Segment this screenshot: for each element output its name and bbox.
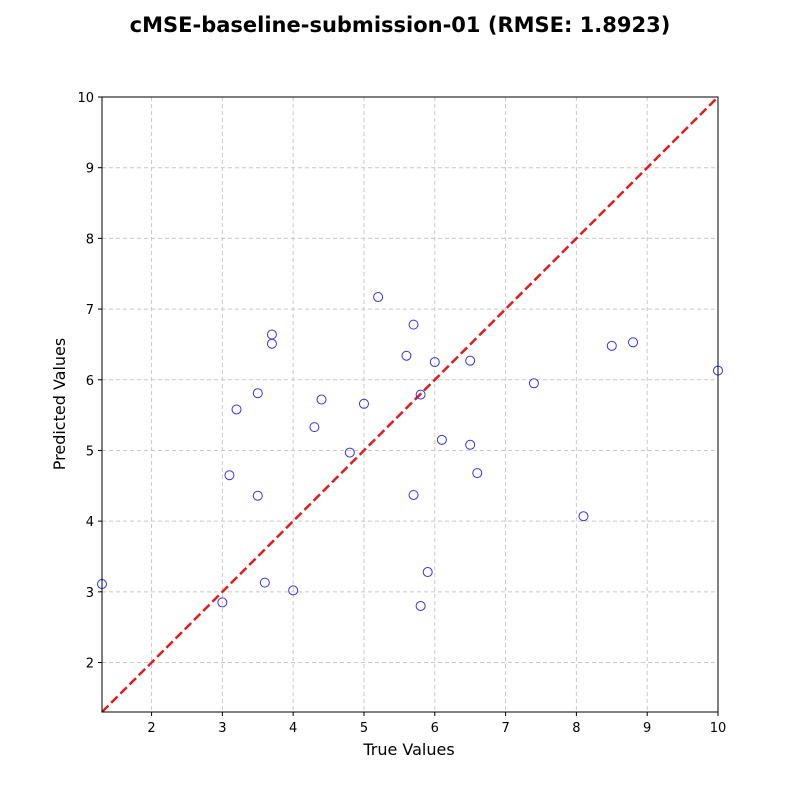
- data-point: [316, 394, 327, 405]
- x-tick-label: 3: [218, 721, 226, 736]
- data-point: [408, 319, 419, 330]
- data-point: [415, 600, 426, 611]
- x-tick-label: 2: [147, 721, 155, 736]
- y-tick-label: 6: [86, 374, 94, 389]
- data-point: [465, 439, 476, 450]
- y-tick-label: 4: [86, 515, 94, 530]
- y-tick-label: 9: [86, 162, 94, 177]
- data-point: [606, 340, 617, 351]
- x-tick-label: 8: [572, 721, 580, 736]
- y-tick-label: 8: [86, 232, 94, 247]
- y-axis-label: Predicted Values: [50, 338, 69, 470]
- data-point: [528, 378, 539, 389]
- data-point: [401, 350, 412, 361]
- x-tick-label: 6: [431, 721, 439, 736]
- y-tick-label: 3: [86, 586, 94, 601]
- x-tick-label: 9: [643, 721, 651, 736]
- data-point: [415, 389, 426, 400]
- data-point: [472, 468, 483, 479]
- data-point: [217, 597, 228, 608]
- plot-frame: [101, 96, 719, 713]
- y-tick-label: 10: [77, 91, 94, 106]
- data-point: [465, 355, 476, 366]
- data-point: [266, 338, 277, 349]
- x-axis-ticks: 2 3 4 5 6 7 8 9 10: [147, 712, 726, 736]
- data-point: [252, 388, 263, 399]
- data-point: [252, 490, 263, 501]
- y-tick-label: 5: [86, 444, 94, 459]
- x-tick-label: 7: [501, 721, 509, 736]
- data-point: [309, 422, 320, 433]
- data-point: [436, 434, 447, 445]
- x-tick-label: 5: [360, 721, 368, 736]
- y-axis-ticks: 2 3 4 5 6 7 8 9 10: [77, 91, 102, 672]
- data-point: [224, 470, 235, 481]
- x-tick-label: 10: [710, 721, 727, 736]
- data-point: [628, 337, 639, 348]
- data-point: [259, 577, 270, 588]
- x-tick-label: 4: [289, 721, 297, 736]
- data-point: [358, 398, 369, 409]
- data-point: [288, 585, 299, 596]
- identity-reference-line: [101, 96, 719, 713]
- data-points: [97, 292, 723, 611]
- data-point: [578, 511, 589, 522]
- data-point: [344, 447, 355, 458]
- data-point: [231, 404, 242, 415]
- data-point: [422, 567, 433, 578]
- x-axis-label: True Values: [362, 740, 454, 759]
- y-tick-label: 7: [86, 303, 94, 318]
- data-point: [429, 357, 440, 368]
- y-tick-label: 2: [86, 657, 94, 672]
- data-point: [408, 489, 419, 500]
- data-point: [266, 329, 277, 340]
- chart-title: cMSE-baseline-submission-01 (RMSE: 1.892…: [130, 13, 671, 37]
- reference-line-group: [101, 96, 719, 713]
- data-point: [373, 292, 384, 303]
